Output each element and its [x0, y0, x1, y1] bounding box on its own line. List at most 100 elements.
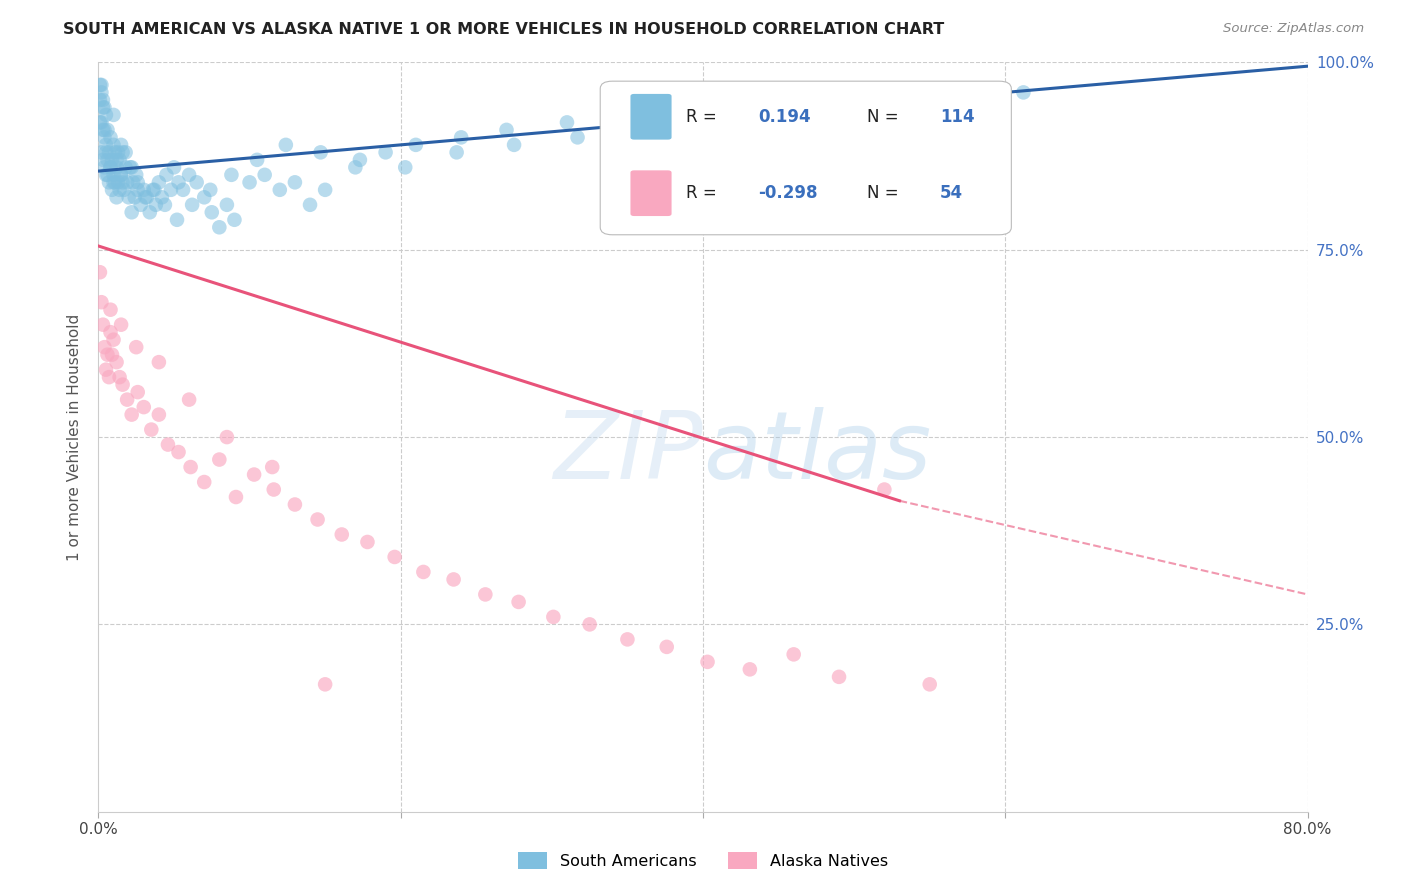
- Point: [111, 145, 134, 160]
- Point: [89, 78, 111, 92]
- Point: [94, 137, 117, 152]
- Point: [508, 595, 530, 609]
- Point: [543, 610, 565, 624]
- Point: [412, 565, 434, 579]
- Point: [132, 183, 155, 197]
- Point: [101, 183, 124, 197]
- Point: [135, 190, 157, 204]
- Point: [89, 93, 111, 107]
- Point: [828, 670, 851, 684]
- Point: [114, 145, 136, 160]
- Point: [90, 86, 112, 100]
- Text: -0.298: -0.298: [759, 184, 818, 202]
- Point: [405, 137, 427, 152]
- Point: [307, 512, 329, 526]
- Point: [90, 145, 112, 160]
- Point: [89, 115, 111, 129]
- Point: [253, 168, 276, 182]
- Point: [115, 392, 138, 407]
- Point: [284, 175, 307, 189]
- Point: [274, 137, 297, 152]
- Legend: South Americans, Alaska Natives: South Americans, Alaska Natives: [512, 846, 894, 875]
- Point: [446, 145, 468, 160]
- FancyBboxPatch shape: [600, 81, 1011, 235]
- Point: [93, 161, 115, 175]
- Point: [93, 123, 115, 137]
- Point: [172, 183, 194, 197]
- Text: N =: N =: [868, 184, 898, 202]
- Point: [330, 527, 353, 541]
- Point: [141, 423, 163, 437]
- Point: [269, 183, 291, 197]
- Point: [655, 640, 678, 654]
- Point: [94, 168, 117, 182]
- FancyBboxPatch shape: [630, 170, 672, 216]
- Point: [873, 483, 896, 497]
- Text: N =: N =: [868, 108, 898, 126]
- Point: [263, 483, 285, 497]
- Point: [200, 183, 222, 197]
- Point: [91, 318, 114, 332]
- Point: [160, 183, 183, 197]
- Point: [150, 190, 173, 204]
- Point: [110, 318, 132, 332]
- Point: [120, 161, 142, 175]
- Point: [108, 183, 131, 197]
- Point: [143, 183, 166, 197]
- Point: [100, 161, 122, 175]
- Point: [225, 490, 247, 504]
- Text: ZIP: ZIP: [554, 407, 703, 498]
- Point: [443, 573, 465, 587]
- Point: [309, 145, 332, 160]
- Point: [127, 183, 149, 197]
- Point: [934, 93, 956, 107]
- Point: [148, 355, 170, 369]
- Point: [93, 130, 115, 145]
- Point: [93, 100, 115, 114]
- Point: [634, 123, 657, 137]
- Text: 114: 114: [941, 108, 974, 126]
- Point: [91, 123, 114, 137]
- Point: [103, 333, 125, 347]
- Point: [98, 175, 121, 189]
- Point: [121, 205, 143, 219]
- Point: [616, 108, 638, 122]
- Point: [156, 437, 179, 451]
- Point: [96, 348, 118, 362]
- Point: [738, 662, 761, 676]
- Point: [134, 190, 156, 204]
- Point: [495, 123, 517, 137]
- Point: [148, 175, 170, 189]
- Point: [103, 175, 125, 189]
- Point: [193, 475, 215, 489]
- Point: [90, 115, 112, 129]
- Point: [555, 115, 578, 129]
- Point: [118, 190, 141, 204]
- Text: atlas: atlas: [703, 407, 931, 498]
- Point: [110, 168, 132, 182]
- Point: [262, 460, 284, 475]
- Text: 54: 54: [941, 184, 963, 202]
- Point: [384, 549, 406, 564]
- Point: [299, 198, 322, 212]
- Point: [243, 467, 266, 482]
- Point: [94, 145, 117, 160]
- Point: [114, 161, 136, 175]
- Y-axis label: 1 or more Vehicles in Household: 1 or more Vehicles in Household: [67, 313, 83, 561]
- Point: [394, 161, 416, 175]
- Point: [356, 535, 378, 549]
- Point: [314, 677, 336, 691]
- Point: [100, 325, 122, 339]
- Point: [91, 93, 114, 107]
- Point: [239, 175, 262, 189]
- Point: [208, 452, 231, 467]
- Point: [96, 168, 118, 182]
- Point: [104, 145, 127, 160]
- Point: [179, 168, 201, 182]
- Point: [578, 617, 600, 632]
- Point: [918, 677, 941, 691]
- Point: [110, 137, 132, 152]
- Point: [98, 370, 121, 384]
- Point: [349, 153, 371, 167]
- Point: [90, 78, 112, 92]
